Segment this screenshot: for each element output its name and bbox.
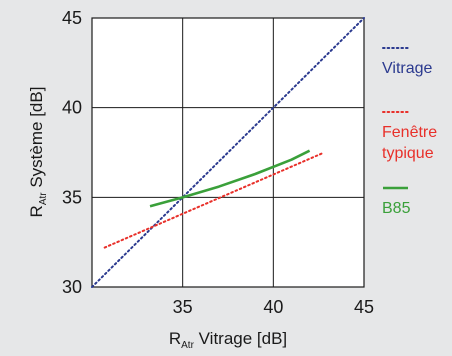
legend-entry: B85 [382, 186, 411, 217]
y-axis-label-rest: Système [dB] [27, 87, 46, 193]
legend-label: B85 [382, 200, 411, 217]
legend-label: Vitrage [382, 60, 433, 77]
legend-label: Fenêtre [382, 124, 437, 141]
x-axis-label-main: R [169, 329, 181, 348]
x-tick-label: 40 [263, 297, 283, 317]
grid-lines [92, 18, 364, 287]
x-tick-label: 45 [354, 297, 374, 317]
y-tick-label: 30 [62, 277, 82, 297]
x-axis-label-rest: Vitrage [dB] [194, 329, 287, 348]
x-axis-label-subscript: Atr [181, 340, 194, 351]
legend-entry: Vitrage [382, 47, 433, 77]
series-line-vitrage [91, 17, 365, 288]
legend-entry: Fenêtre typique [382, 111, 437, 162]
series-line-fen-tre-typique [103, 151, 326, 249]
y-axis-label-subscript: Atr [38, 192, 49, 205]
x-axis-label: RAtr Vitrage [dB] [169, 329, 287, 351]
tick-labels: 35 40 45 30 35 40 45 [62, 8, 374, 317]
y-axis-label-main: R [27, 205, 46, 217]
series-layer [91, 17, 365, 288]
legend: Vitrage Fenêtre typique B85 [382, 47, 437, 217]
y-axis-label: RAtr Système [dB] [27, 87, 49, 218]
x-tick-label: 35 [173, 297, 193, 317]
series-line-b85 [149, 149, 311, 208]
y-tick-label: 45 [62, 8, 82, 28]
y-tick-label: 35 [62, 187, 82, 207]
legend-label: typique [382, 145, 434, 162]
y-tick-label: 40 [62, 98, 82, 118]
